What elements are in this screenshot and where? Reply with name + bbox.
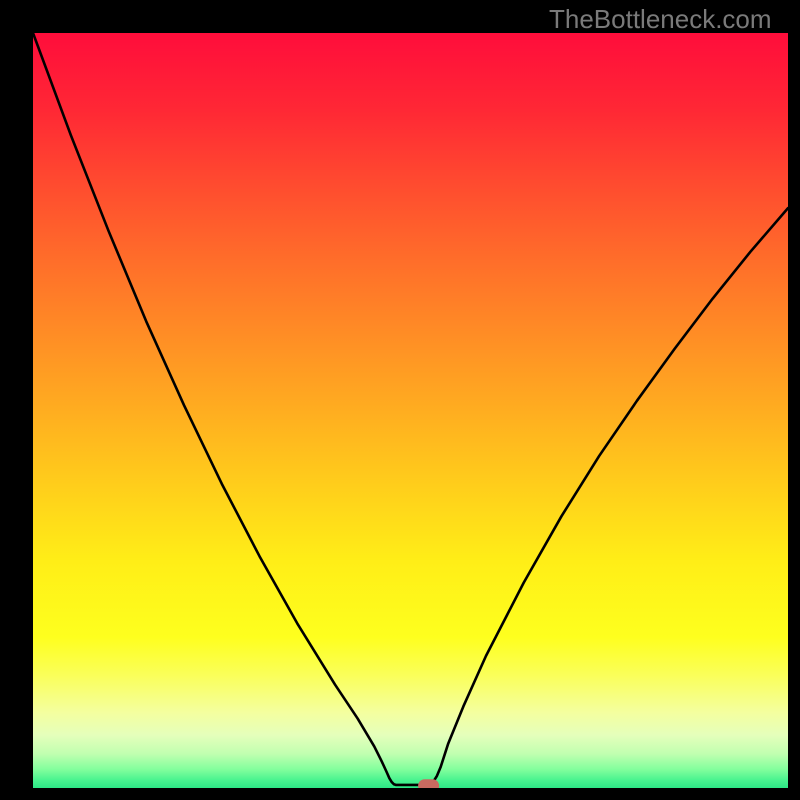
gradient-background [33, 33, 788, 788]
watermark-text: TheBottleneck.com [549, 4, 772, 35]
chart-canvas [0, 0, 800, 800]
plot-area [33, 33, 788, 792]
